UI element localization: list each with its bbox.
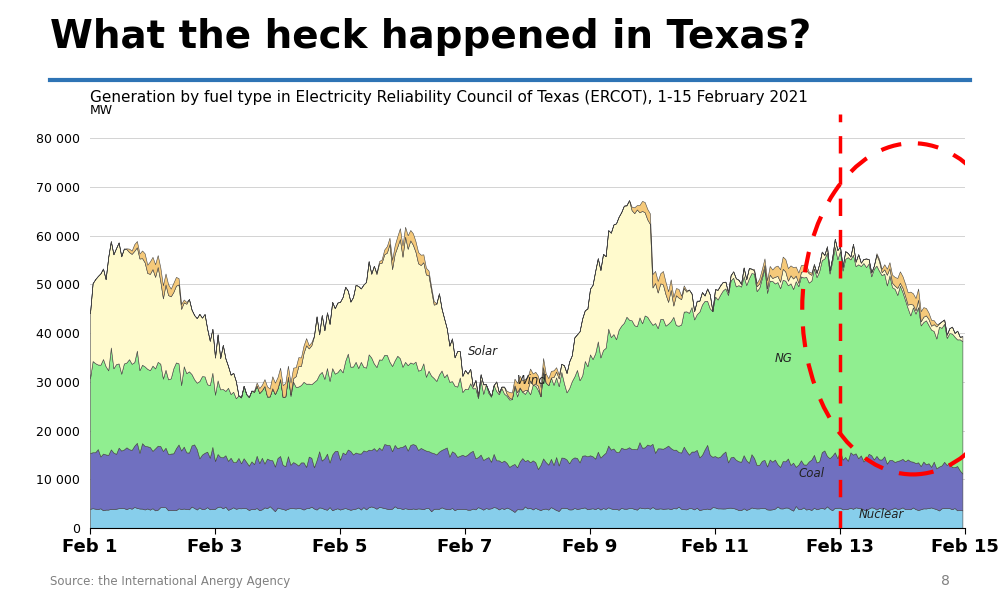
Text: Wind: Wind: [517, 374, 547, 388]
Text: NG: NG: [775, 352, 793, 365]
Text: Source: the International Anergy Agency: Source: the International Anergy Agency: [50, 575, 290, 588]
Text: 8: 8: [941, 574, 950, 588]
Text: MW: MW: [90, 104, 113, 117]
Text: What the heck happened in Texas?: What the heck happened in Texas?: [50, 19, 811, 56]
Text: Generation by fuel type in Electricity Reliability Council of Texas (ERCOT), 1-1: Generation by fuel type in Electricity R…: [90, 90, 808, 105]
Text: Solar: Solar: [468, 345, 498, 358]
Text: Nuclear: Nuclear: [858, 508, 904, 521]
Text: Coal: Coal: [798, 467, 824, 480]
